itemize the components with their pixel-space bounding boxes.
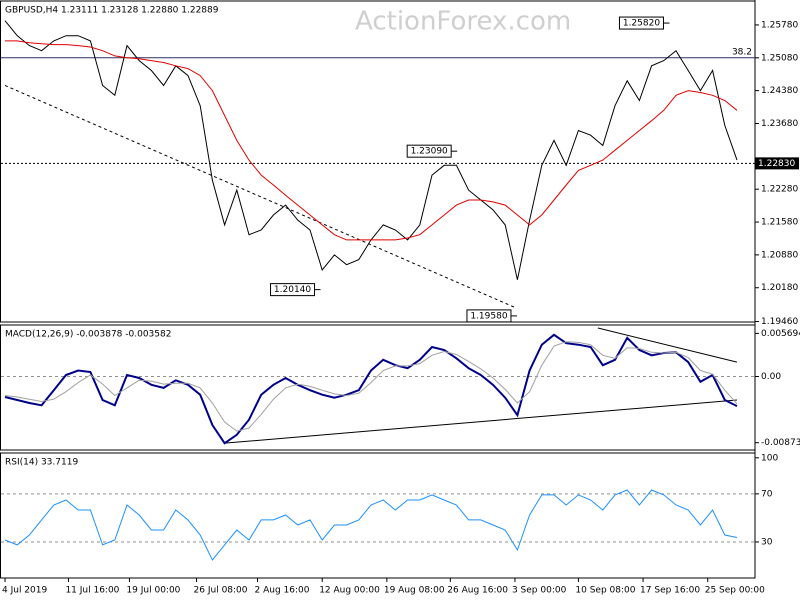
y-tick-label: 1.20880 [761,250,798,260]
x-tick-label: 2 Aug 16:00 [255,586,310,596]
panel-title: MACD(12,26,9) -0.003878 -0.003582 [5,330,171,340]
y-tick-label: 1.20180 [761,283,798,293]
price-label: 1.22830 [758,159,795,169]
x-tick-label: 19 Jul 00:00 [126,586,180,596]
x-tick-label: 10 Sep 08:00 [575,586,635,596]
x-tick-label: 26 Aug 16:00 [447,586,508,596]
price-box [755,157,799,170]
y-tick-label: 1.25080 [761,53,798,63]
y-tick-label: 100 [761,453,778,463]
annotation-box [618,16,664,30]
annotation-label: 1.19580 [470,311,507,321]
y-tick-label: 1.25780 [761,20,798,30]
y-tick-label: 0.00 [761,372,781,382]
y-tick-label: 1.22280 [761,185,798,195]
x-tick-label: 3 Sep 00:00 [512,586,567,596]
series-line [4,489,738,561]
level-label: 38.2 [732,47,752,57]
y-tick-label: 30 [761,537,773,547]
panel-title: RSI(14) 33.7119 [5,458,78,468]
x-tick-label: 12 Aug 00:00 [319,586,380,596]
watermark: ActionForex.com [355,7,571,37]
series-line [4,341,738,432]
x-tick-label: 11 Jul 16:00 [65,586,119,596]
x-tick-label: 19 Aug 08:00 [384,586,445,596]
panel-title: GBPUSD,H4 1.23111 1.23128 1.22880 1.2288… [5,6,219,16]
y-tick-label: 1.21580 [761,218,798,228]
y-tick-label: 0.005694 [761,329,800,339]
annotation-box [466,309,512,323]
y-tick-label: 70 [761,489,773,499]
x-tick-label: 26 Jul 08:00 [194,586,248,596]
x-tick-label: 4 Jul 2019 [2,586,47,596]
x-tick-label: 17 Sep 16:00 [640,586,700,596]
y-tick-label: 1.24380 [761,86,798,96]
series-line [4,333,738,445]
trend-line [4,85,516,308]
annotation-label: 1.25820 [623,19,660,29]
y-tick-label: 1.19460 [761,317,798,327]
annotation-label: 1.20140 [274,285,311,295]
trend-line [224,399,738,444]
annotation-label: 1.23090 [411,147,448,157]
series-line [5,40,738,241]
annotation-box [270,283,316,297]
annotation-box [406,144,452,158]
y-tick-label: 1.23680 [761,119,798,129]
trend-line [597,327,738,363]
y-tick-label: -0.008737 [761,438,800,448]
x-tick-label: 25 Sep 00:00 [705,586,765,596]
